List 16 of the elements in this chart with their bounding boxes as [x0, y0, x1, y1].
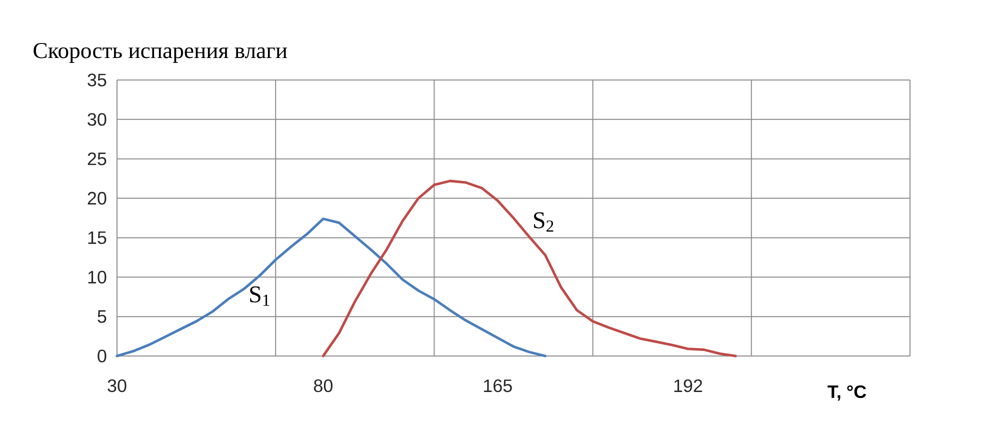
- y-tick-label: 25: [88, 152, 106, 166]
- x-tick-label: 80: [314, 379, 332, 392]
- y-tick-label: 20: [88, 192, 106, 205]
- x-axis-title: T, °C: [828, 385, 866, 401]
- y-tick-label: 30: [88, 113, 106, 126]
- series-label: S$_{2}$: [534, 212, 554, 232]
- x-tick-label: 165: [484, 379, 512, 392]
- y-tick-label: 0: [98, 350, 106, 362]
- chart-title: Скорость испарения влаги: [34, 42, 288, 63]
- series-label: S$_{1}$: [250, 286, 270, 306]
- y-tick-label: 5: [98, 310, 106, 323]
- y-tick-label: 10: [88, 270, 106, 284]
- x-tick-label: 192: [674, 379, 702, 392]
- y-tick-label: 35: [88, 74, 106, 86]
- y-tick-label: 15: [88, 231, 106, 244]
- x-tick-label: 30: [108, 379, 126, 392]
